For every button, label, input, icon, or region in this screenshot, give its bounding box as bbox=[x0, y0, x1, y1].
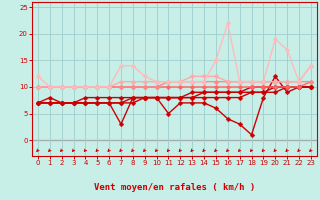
X-axis label: Vent moyen/en rafales ( km/h ): Vent moyen/en rafales ( km/h ) bbox=[94, 183, 255, 192]
